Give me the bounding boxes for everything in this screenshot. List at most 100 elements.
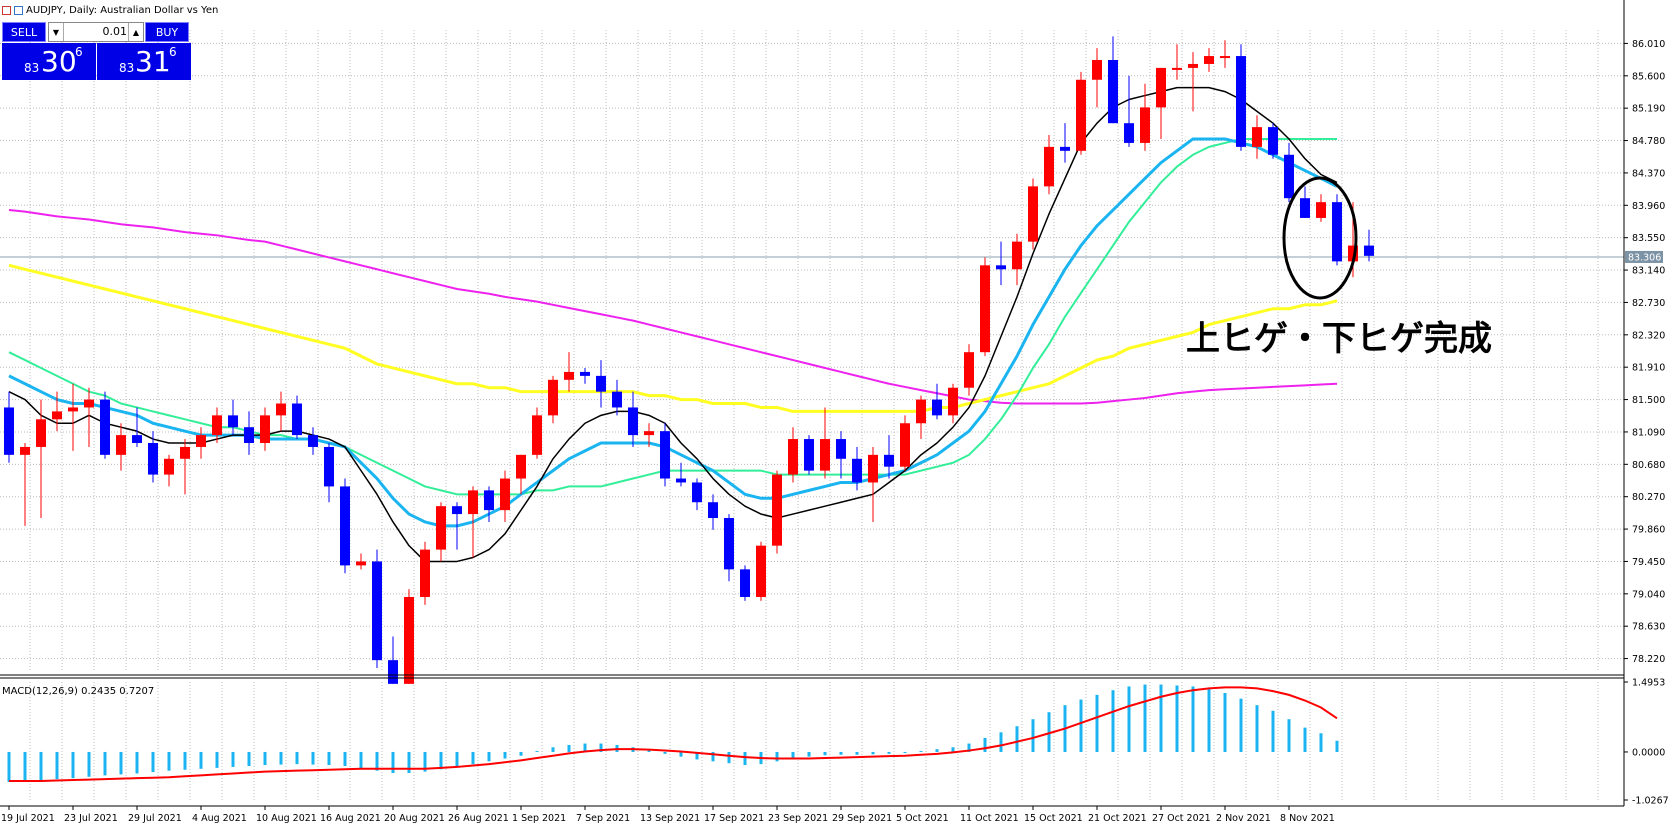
date-tick-label: 29 Sep 2021 xyxy=(832,813,892,824)
date-tick-label: 26 Aug 2021 xyxy=(448,813,509,824)
candle-body xyxy=(596,375,606,392)
candle-body xyxy=(532,415,542,455)
date-tick-label: 5 Oct 2021 xyxy=(896,813,949,824)
macd-histogram-bar xyxy=(487,751,491,762)
macd-histogram-bar xyxy=(935,749,939,752)
candle-body xyxy=(484,490,494,511)
candle-body xyxy=(372,561,382,661)
price-tick-label: 81.910 xyxy=(1632,363,1665,374)
buy-price-sup: 6 xyxy=(169,45,177,59)
macd-histogram-bar xyxy=(263,751,267,766)
candle-body xyxy=(116,435,126,455)
price-tick-label: 84.780 xyxy=(1632,136,1665,147)
current-price-box xyxy=(1625,250,1663,263)
macd-histogram-bar xyxy=(215,751,219,768)
lot-size-input[interactable]: 0.01 xyxy=(102,25,128,38)
macd-histogram-bar xyxy=(999,732,1003,752)
candle-body xyxy=(1060,146,1070,151)
axis-labels: 86.010 85.600 85.190 84.780 84.370 83.960 83.5… xyxy=(1,39,1668,824)
macd-histogram-bar xyxy=(39,751,43,781)
price-tick-label: 82.730 xyxy=(1632,298,1665,309)
macd-histogram-bar xyxy=(71,751,75,779)
lot-size-stepper[interactable]: ▼ 0.01 ▲ xyxy=(48,22,144,42)
price-tick-label: 79.860 xyxy=(1632,525,1665,536)
macd-histogram-bar xyxy=(743,751,747,766)
candle-body xyxy=(468,490,478,515)
price-tick-label: 78.630 xyxy=(1632,622,1665,633)
macd-histogram-bar xyxy=(231,751,235,767)
price-tick-label: 78.220 xyxy=(1632,654,1665,665)
macd-histogram-bar xyxy=(135,751,139,774)
macd-histogram-bar xyxy=(503,751,507,759)
buy-price[interactable]: 83 31 6 xyxy=(97,43,191,80)
macd-tick-label: 0.0000 xyxy=(1632,747,1665,758)
macd-histogram-bar xyxy=(183,751,187,770)
price-tick-label: 83.140 xyxy=(1632,266,1665,277)
lot-decrease-icon[interactable]: ▼ xyxy=(49,23,64,41)
sell-price-prefix: 83 xyxy=(24,61,40,75)
candle-body xyxy=(180,446,190,459)
macd-histogram-bar xyxy=(1175,685,1179,752)
candle-body xyxy=(756,545,766,597)
price-tick-label: 84.370 xyxy=(1632,168,1665,179)
candle-body xyxy=(420,549,430,597)
ma-longest-line xyxy=(8,209,1338,405)
date-tick-label: 11 Oct 2021 xyxy=(960,813,1019,824)
price-tick-label: 85.600 xyxy=(1632,71,1665,82)
date-tick-label: 7 Sep 2021 xyxy=(576,813,630,824)
candle-body xyxy=(1364,245,1374,256)
macd-histogram-bar xyxy=(839,751,843,755)
ma-mid-line xyxy=(8,137,1338,528)
date-tick-label: 8 Nov 2021 xyxy=(1280,813,1335,824)
macd-histogram-bar xyxy=(519,751,523,756)
candle-body xyxy=(1316,202,1326,218)
macd-histogram-bar xyxy=(695,751,699,760)
macd-histogram-bar xyxy=(1079,699,1083,752)
candle-body xyxy=(292,403,302,436)
macd-histogram-bar xyxy=(1111,690,1115,752)
candle-body xyxy=(100,399,110,455)
candle-body xyxy=(1332,202,1342,262)
price-tick-label: 80.680 xyxy=(1632,460,1665,471)
price-tick-label: 81.090 xyxy=(1632,427,1665,438)
sell-price[interactable]: 83 30 6 xyxy=(2,43,96,80)
sell-price-sup: 6 xyxy=(75,45,83,59)
macd-histogram-bar xyxy=(887,751,891,754)
macd-histogram-bar xyxy=(1255,705,1259,752)
macd-histogram-bar xyxy=(343,751,347,766)
macd-histogram-bar xyxy=(103,751,107,776)
current-price-label: 83.306 xyxy=(1628,252,1661,263)
macd-histogram-bar xyxy=(679,751,683,757)
candle-body xyxy=(724,518,734,570)
date-tick-label: 21 Oct 2021 xyxy=(1088,813,1147,824)
candle-body xyxy=(708,502,718,519)
chart-bars-icon xyxy=(14,5,23,15)
sell-button[interactable]: SELL xyxy=(2,22,46,42)
macd-histogram-bar xyxy=(791,751,795,759)
lot-increase-icon[interactable]: ▲ xyxy=(128,23,143,41)
macd-histogram-bar xyxy=(967,743,971,752)
macd-histogram-bar xyxy=(727,751,731,764)
candle-body xyxy=(1092,60,1102,80)
axes xyxy=(0,0,1628,810)
buy-button[interactable]: BUY xyxy=(145,22,189,42)
macd-histogram-bar xyxy=(55,751,59,780)
macd-histogram-bar xyxy=(167,751,171,771)
candle-body xyxy=(948,387,958,416)
candle-body xyxy=(916,399,926,424)
candle-body xyxy=(1028,186,1038,242)
candle-body xyxy=(20,446,30,455)
candle-body xyxy=(836,439,846,459)
macd-title: MACD(12,26,9) 0.2435 0.7207 xyxy=(2,686,154,697)
candle-body xyxy=(1156,67,1166,108)
candle-body xyxy=(404,596,414,684)
macd-histogram-bar xyxy=(871,751,875,755)
macd-histogram-bar xyxy=(199,751,203,769)
candle-body xyxy=(68,407,78,412)
macd-histogram-bar xyxy=(903,751,907,753)
candle-body xyxy=(1076,79,1086,151)
date-tick-label: 4 Aug 2021 xyxy=(192,813,247,824)
macd-histogram-bar xyxy=(1015,726,1019,752)
macd-histogram-bar xyxy=(855,751,859,755)
